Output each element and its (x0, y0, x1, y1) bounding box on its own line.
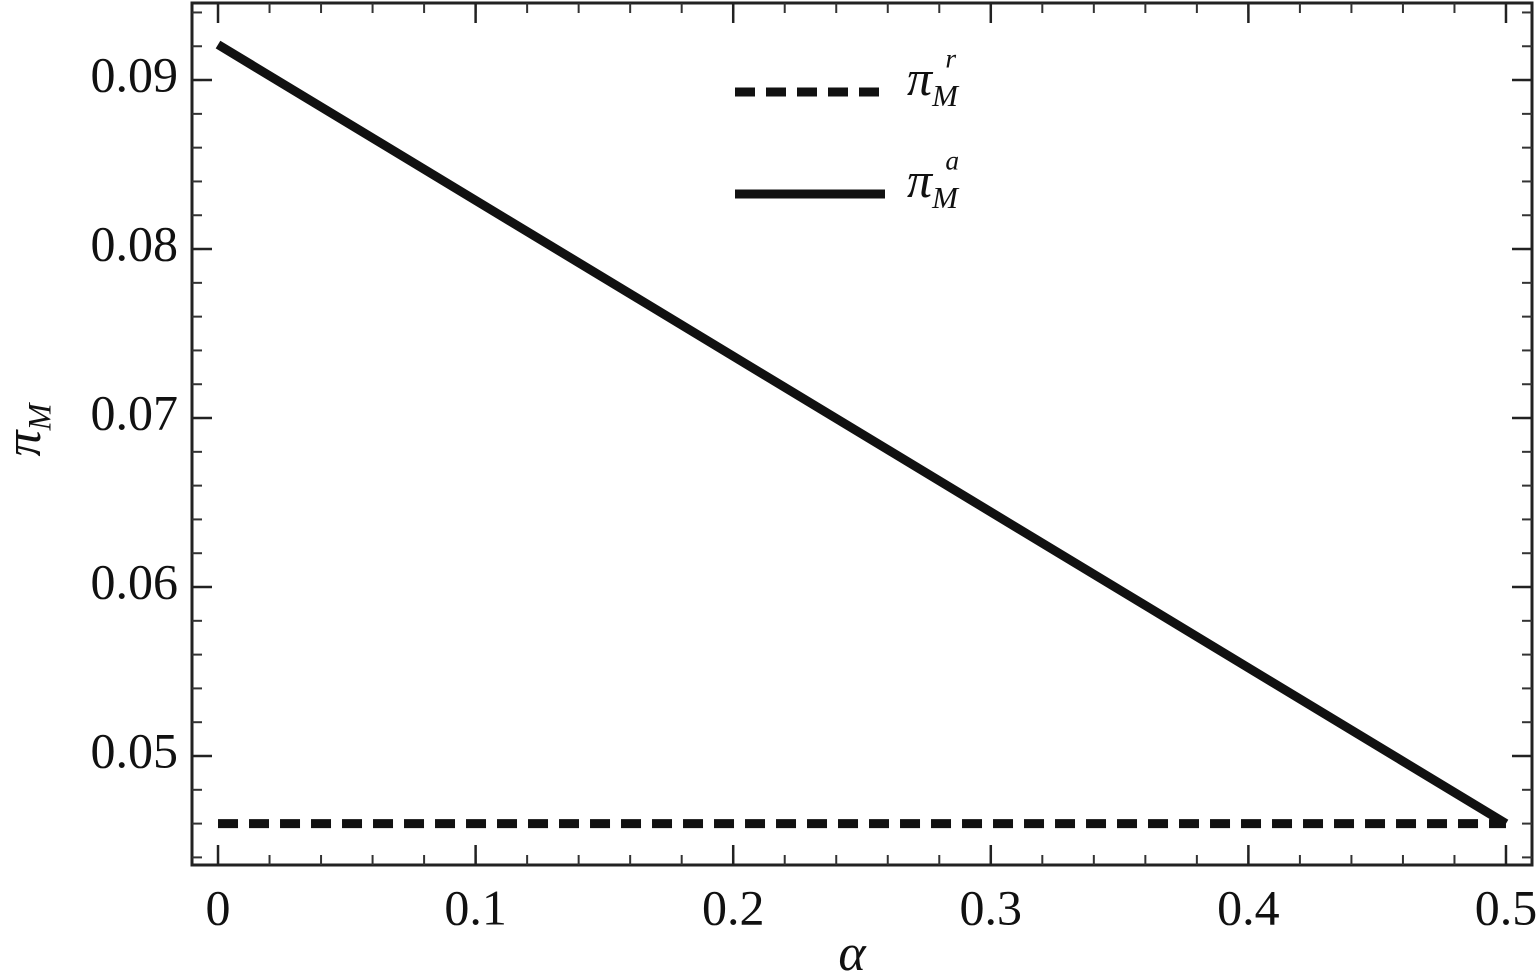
plot-frame (190, 1, 1534, 867)
legend-label: πMa (907, 145, 960, 215)
y-axis-label: πM (0, 401, 58, 456)
x-tick-label: 0.2 (702, 879, 765, 935)
y-tick-label: 0.09 (91, 47, 179, 103)
y-tick-label: 0.06 (91, 553, 179, 609)
y-tick-label: 0.07 (91, 384, 179, 440)
x-tick-label: 0 (206, 879, 231, 935)
y-tick-label: 0.08 (91, 216, 179, 272)
x-tick-label: 0.5 (1475, 879, 1537, 935)
x-tick-label: 0.3 (960, 879, 1023, 935)
x-tick-label: 0.1 (444, 879, 507, 935)
x-axis-label: α (838, 925, 867, 977)
legend-label: πMr (907, 43, 960, 113)
y-tick-label: 0.05 (91, 722, 179, 778)
x-tick-label: 0.4 (1217, 879, 1280, 935)
series-line (215, 40, 1509, 828)
